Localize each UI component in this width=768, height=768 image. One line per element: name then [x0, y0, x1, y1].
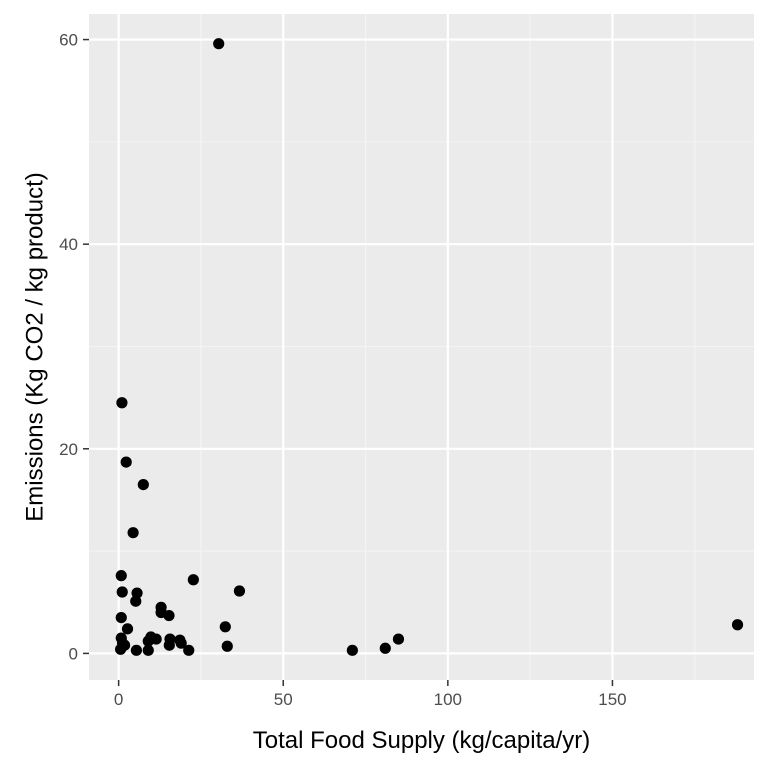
data-point [142, 644, 154, 656]
x-tick-label: 150 [598, 690, 626, 709]
data-point [115, 611, 127, 624]
y-tick-label: 40 [59, 235, 78, 254]
x-tick-label: 0 [114, 690, 123, 709]
data-point [142, 635, 154, 647]
data-points [115, 38, 744, 656]
data-point [121, 623, 134, 635]
data-point [127, 527, 139, 539]
data-point [116, 586, 128, 598]
y-axis-ticks: 0 20 40 60 [59, 31, 89, 663]
major-grid [89, 14, 754, 680]
data-point [115, 570, 127, 582]
y-tick-label: 60 [59, 31, 78, 50]
minor-grid [89, 14, 754, 680]
data-point [116, 397, 128, 409]
x-axis-ticks: 0 50 100 150 [114, 680, 627, 709]
data-point [163, 609, 175, 622]
data-point [187, 574, 199, 586]
data-point [346, 644, 358, 656]
data-point [130, 644, 143, 656]
y-axis-title: Emissions (Kg CO2 / kg product) [21, 172, 48, 521]
data-point [213, 38, 225, 50]
y-tick-label: 20 [59, 440, 78, 459]
x-tick-label: 100 [434, 690, 462, 709]
x-tick-label: 50 [274, 690, 293, 709]
y-tick-label: 0 [69, 644, 78, 663]
data-point [379, 642, 391, 654]
data-point [219, 621, 231, 633]
x-axis-title: Total Food Supply (kg/capita/yr) [253, 727, 591, 754]
data-point [115, 643, 127, 655]
data-point [731, 619, 744, 631]
data-point [120, 456, 132, 468]
data-point [183, 644, 195, 656]
data-point [221, 640, 233, 652]
data-point [175, 637, 187, 649]
data-point [163, 639, 175, 651]
data-point [392, 633, 405, 645]
data-point [233, 585, 246, 597]
data-point [130, 595, 142, 607]
data-point [137, 478, 149, 491]
